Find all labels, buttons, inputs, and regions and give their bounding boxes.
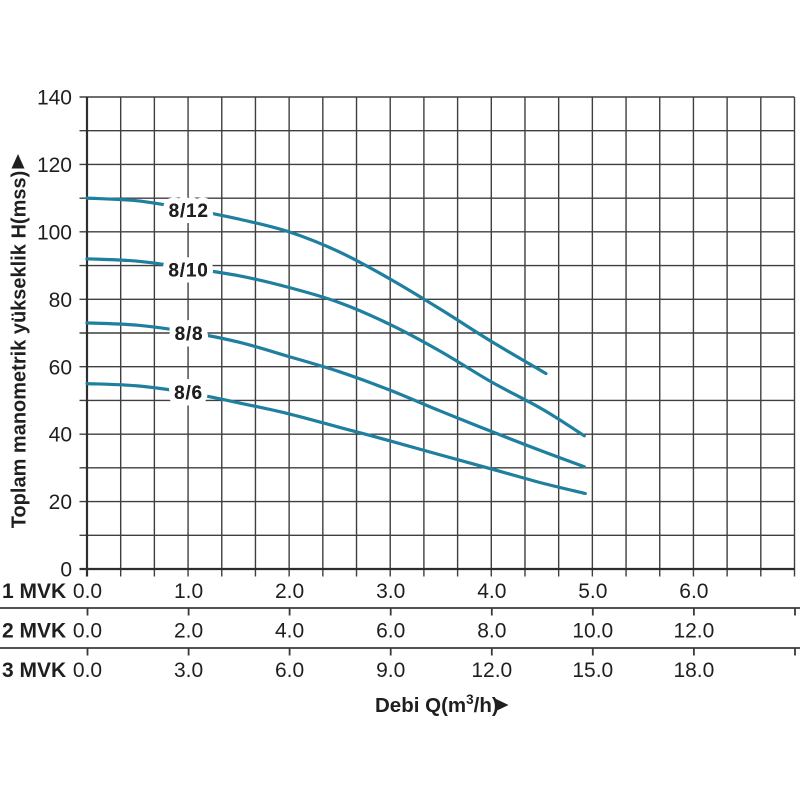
svg-text:40: 40 <box>49 424 72 447</box>
svg-text:8.0: 8.0 <box>477 620 506 643</box>
svg-text:4.0: 4.0 <box>477 580 506 603</box>
svg-text:2 MVK: 2 MVK <box>2 620 66 643</box>
svg-text:15.0: 15.0 <box>572 659 613 682</box>
svg-text:5.0: 5.0 <box>578 580 607 603</box>
svg-text:10.0: 10.0 <box>572 620 613 643</box>
svg-text:Debi Q(m3/h): Debi Q(m3/h) <box>375 692 499 717</box>
svg-text:0.0: 0.0 <box>73 659 102 682</box>
svg-text:4.0: 4.0 <box>275 620 304 643</box>
svg-text:1 MVK: 1 MVK <box>2 580 66 603</box>
svg-text:6.0: 6.0 <box>376 620 405 643</box>
svg-text:1.0: 1.0 <box>174 580 203 603</box>
svg-text:3.0: 3.0 <box>174 659 203 682</box>
svg-text:6.0: 6.0 <box>275 659 304 682</box>
svg-text:18.0: 18.0 <box>673 659 714 682</box>
svg-text:9.0: 9.0 <box>376 659 405 682</box>
svg-text:60: 60 <box>49 356 72 379</box>
svg-text:8/12: 8/12 <box>169 201 209 222</box>
svg-text:2.0: 2.0 <box>174 620 203 643</box>
svg-text:2.0: 2.0 <box>275 580 304 603</box>
svg-text:3.0: 3.0 <box>376 580 405 603</box>
svg-text:0: 0 <box>60 559 72 582</box>
svg-text:120: 120 <box>37 154 72 177</box>
svg-text:20: 20 <box>49 491 72 514</box>
svg-text:3 MVK: 3 MVK <box>2 659 66 682</box>
svg-text:Toplam manometrik yükseklik H(: Toplam manometrik yükseklik H(mss) <box>8 171 30 529</box>
svg-text:8/10: 8/10 <box>168 261 208 282</box>
svg-text:0.0: 0.0 <box>73 580 102 603</box>
svg-text:100: 100 <box>37 222 72 245</box>
svg-text:0.0: 0.0 <box>73 620 102 643</box>
svg-text:12.0: 12.0 <box>673 620 714 643</box>
svg-text:140: 140 <box>37 87 72 110</box>
svg-text:6.0: 6.0 <box>679 580 708 603</box>
svg-text:80: 80 <box>49 289 72 312</box>
svg-text:8/6: 8/6 <box>174 383 203 404</box>
svg-text:8/8: 8/8 <box>175 324 204 345</box>
svg-text:12.0: 12.0 <box>471 659 512 682</box>
